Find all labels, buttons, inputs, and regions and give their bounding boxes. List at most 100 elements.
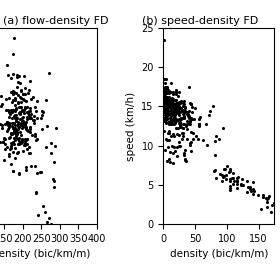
Point (176, 139, 181, 144)
Point (261, 193, 265, 197)
Point (235, 178, 239, 183)
Point (248, 185, 252, 189)
Point (27, 106, 32, 110)
Point (216, 137, 221, 142)
Point (10, 110, 14, 115)
Point (38, 169, 42, 174)
Point (53, 126, 58, 131)
Point (181, 126, 185, 130)
Point (0, 104, 3, 108)
Point (48, 141, 53, 145)
Point (176, 117, 181, 122)
Point (206, 113, 211, 117)
Point (174, 101, 178, 105)
Point (180, 109, 185, 113)
Point (181, 115, 186, 120)
Point (31, 118, 35, 122)
Point (197, 122, 201, 127)
Point (10, 140, 15, 144)
Point (18, 140, 22, 145)
Point (11, 72, 15, 76)
Point (170, 100, 175, 104)
Point (189, 149, 193, 153)
Point (8, 144, 13, 148)
Point (24, 136, 29, 141)
Point (19, 141, 24, 145)
Point (165, 94, 169, 99)
Point (190, 110, 195, 114)
Point (162, 97, 167, 102)
Point (185, 112, 190, 116)
Point (204, 122, 208, 126)
Point (24, 99, 29, 104)
Point (188, 102, 193, 106)
Point (166, 108, 171, 113)
Point (52, 160, 56, 165)
Point (11, 98, 16, 102)
Point (20, 115, 25, 119)
Point (232, 179, 236, 183)
Point (162, 101, 167, 105)
Point (185, 112, 190, 116)
Point (164, 99, 169, 103)
Point (30, 132, 34, 137)
Point (45, 219, 49, 224)
Point (192, 117, 196, 122)
Point (164, 95, 169, 99)
Point (51, 176, 55, 181)
Point (189, 116, 193, 121)
Point (167, 102, 172, 106)
Point (40, 112, 45, 117)
Point (14, 119, 18, 123)
Point (162, 92, 167, 96)
Point (165, 102, 170, 106)
Point (167, 99, 172, 103)
Point (165, 102, 169, 107)
Point (169, 117, 173, 121)
Point (176, 102, 180, 107)
Point (236, 175, 240, 180)
Point (164, 112, 169, 117)
Point (25, 116, 30, 121)
Point (235, 179, 239, 184)
Point (19, 104, 23, 109)
Point (166, 102, 171, 107)
Point (167, 91, 171, 96)
Point (13, 146, 17, 151)
Point (168, 122, 173, 126)
Point (165, 101, 170, 106)
Point (4, 129, 9, 133)
Point (14, 106, 18, 111)
Point (169, 107, 173, 111)
Point (173, 113, 177, 117)
Point (173, 98, 178, 102)
Point (35, 137, 39, 141)
Point (174, 90, 178, 94)
Point (164, 86, 168, 90)
Point (12, 96, 17, 101)
Point (221, 174, 225, 179)
Point (178, 121, 182, 125)
Point (251, 192, 255, 197)
Point (182, 116, 186, 120)
Point (7, 122, 11, 126)
Point (190, 105, 194, 109)
Point (164, 98, 169, 102)
Point (36, 213, 40, 218)
Point (181, 111, 186, 116)
Point (17, 141, 21, 146)
Point (162, 104, 167, 108)
Point (178, 101, 183, 105)
Point (28, 151, 32, 155)
Point (181, 113, 186, 118)
Point (12, 98, 17, 102)
Point (167, 111, 172, 116)
Point (22, 136, 27, 141)
Point (165, 111, 169, 116)
Point (164, 158, 169, 163)
Point (28, 96, 33, 101)
Point (165, 112, 170, 116)
Point (189, 102, 193, 106)
Point (15, 151, 19, 156)
Point (264, 200, 269, 204)
